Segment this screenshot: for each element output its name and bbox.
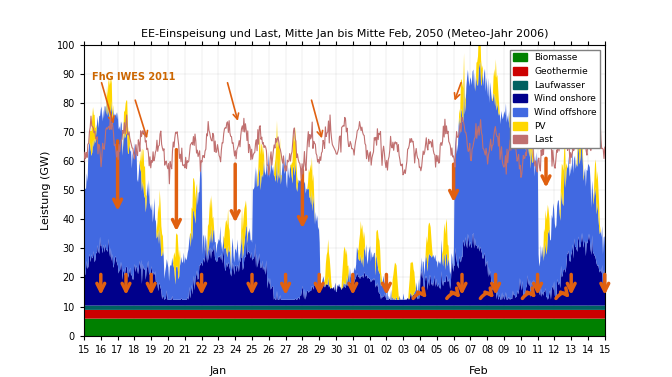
Text: Feb: Feb bbox=[469, 366, 489, 376]
Y-axis label: Leistung (GW): Leistung (GW) bbox=[41, 151, 51, 230]
Text: FhG IWES 2011: FhG IWES 2011 bbox=[93, 72, 176, 82]
Legend: Biomasse, Geothermie, Laufwasser, Wind onshore, Wind offshore, PV, Last: Biomasse, Geothermie, Laufwasser, Wind o… bbox=[509, 50, 600, 148]
Title: EE-Einspeisung und Last, Mitte Jan bis Mitte Feb, 2050 (Meteo-Jahr 2006): EE-Einspeisung und Last, Mitte Jan bis M… bbox=[140, 29, 548, 39]
Text: Jan: Jan bbox=[210, 366, 227, 376]
